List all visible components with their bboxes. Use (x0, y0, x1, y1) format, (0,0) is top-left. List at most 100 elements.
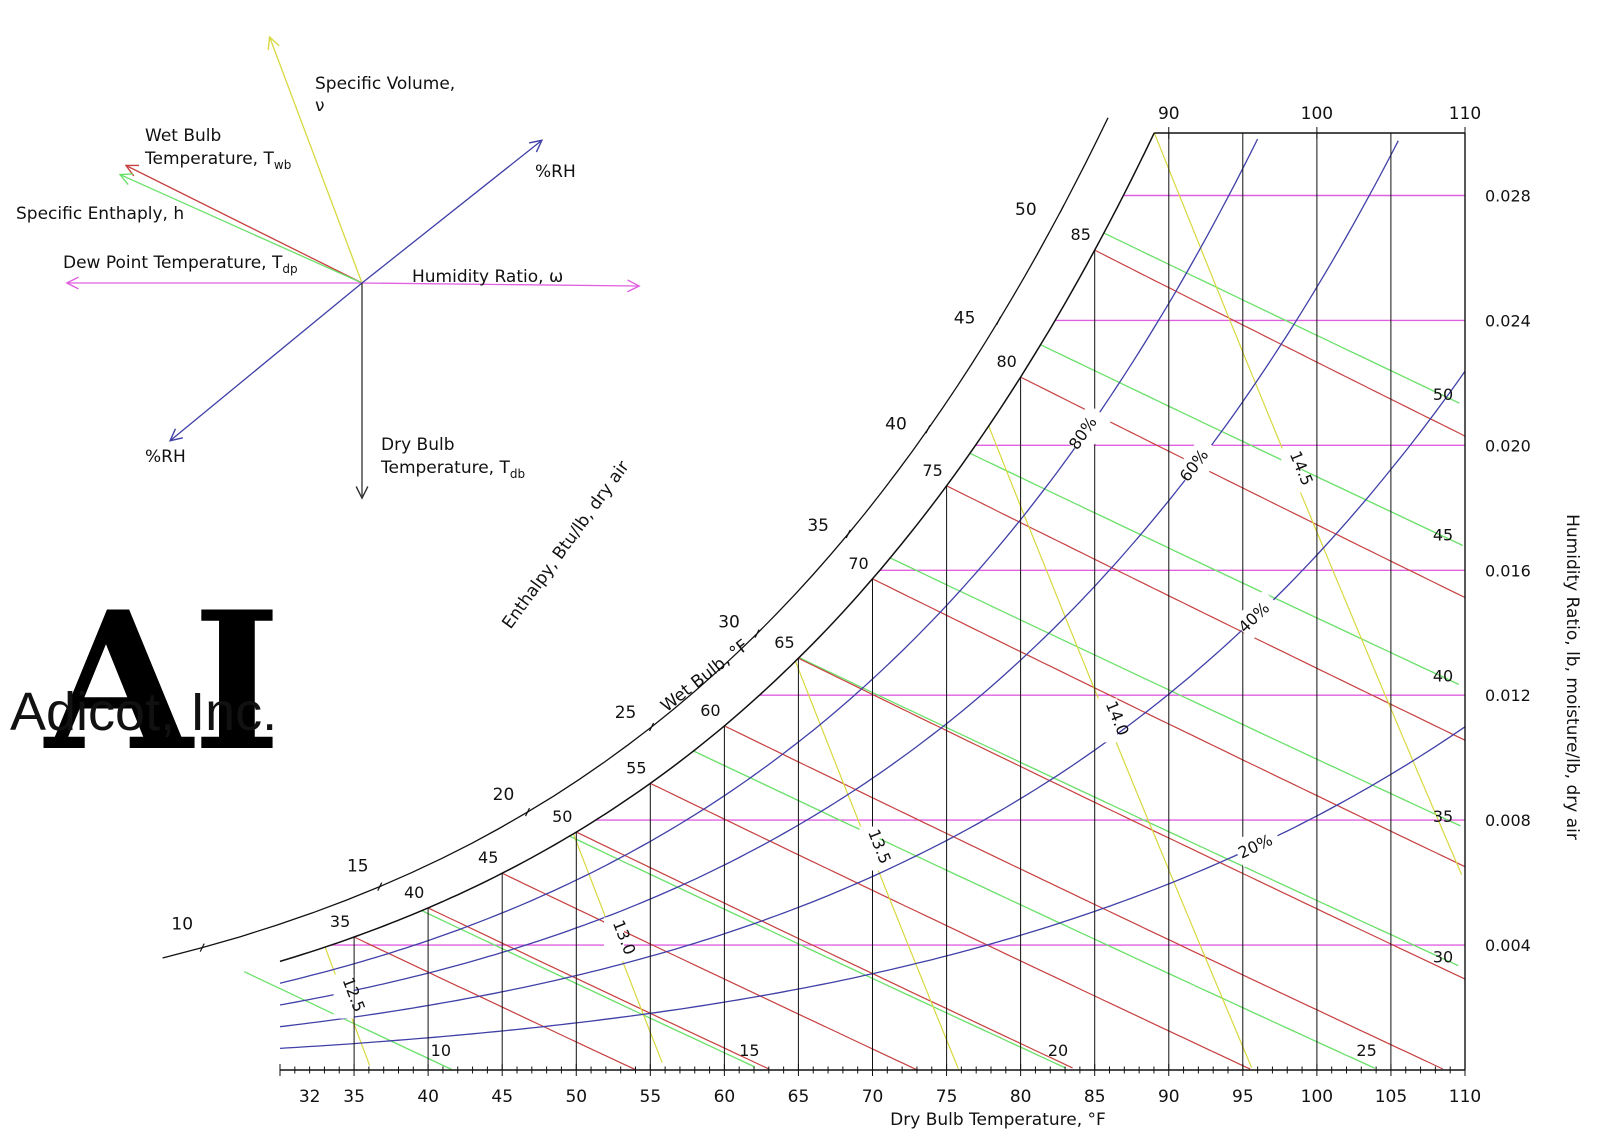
legend-rh-bottom-label: %RH (145, 447, 186, 467)
y-tick-label: 0.028 (1485, 186, 1531, 205)
legend-wet-bulb-arrow (127, 166, 363, 284)
enthalpy-end-label: 30 (1433, 948, 1453, 967)
enthalpy-line (693, 750, 1376, 1069)
legend-enthalpy-arrow (121, 175, 363, 284)
x-tick-label: 85 (1084, 1087, 1106, 1107)
rh-curve (279, 138, 1259, 984)
enthalpy-scale-label: 45 (954, 309, 976, 329)
chart-labels: 0.004 0.008 0.012 0.016 0.020 0.024 0.028 10 15 2… (171, 104, 1530, 1107)
rh-label-bg (1173, 436, 1223, 489)
wet-bulb-label: 70 (848, 554, 868, 573)
wet-bulb-label: 35 (330, 912, 350, 931)
legend-enthalpy-label: Specific Enthaply, h (16, 204, 184, 224)
y-axis-title: Humidity Ratio, lb, moisture/lb, dry air (1562, 514, 1582, 840)
enthalpy-axis-title: Enthalpy, Btu/lb, dry air (498, 457, 633, 632)
rh-label-bg (1231, 823, 1284, 868)
humidity-ratio-lines (331, 194, 1465, 946)
legend-diagram: Specific Volume, ν Wet Bulb Temperature,… (16, 38, 638, 497)
enthalpy-end-label: 40 (1433, 666, 1453, 685)
enthalpy-line (969, 452, 1460, 685)
company-logo: AI Adicot, Inc. (10, 570, 281, 793)
specific-volume-label-bg (859, 826, 880, 871)
x-tick-label: 40 (417, 1087, 439, 1107)
legend-wet-bulb-temp-label: Temperature, Twb (144, 149, 291, 172)
top-tick-label: 100 (1301, 104, 1333, 124)
enthalpy-line (1040, 344, 1464, 547)
wet-bulb-line (501, 872, 918, 1071)
enthalpy-line (243, 971, 452, 1070)
x-tick-label: 60 (714, 1087, 736, 1107)
enthalpy-scale-label: 25 (615, 703, 637, 723)
y-tick-label: 0.008 (1485, 811, 1531, 830)
wet-bulb-label: 60 (700, 701, 720, 720)
x-tick-label: 105 (1375, 1087, 1407, 1107)
x-tick-label: 32 (299, 1087, 321, 1107)
x-tick-label: 80 (1010, 1087, 1032, 1107)
wet-bulb-line (724, 725, 1444, 1070)
wet-bulb-line (650, 782, 1251, 1070)
specific-volume-line (988, 425, 1253, 1068)
enthalpy-end-label: 20 (1048, 1041, 1068, 1060)
rh-label-bg (1063, 404, 1112, 457)
wet-bulb-label: 65 (774, 633, 794, 652)
logo-company-name: Adicot, Inc. (10, 682, 277, 742)
chart-frame (162, 117, 1466, 1076)
enthalpy-line (889, 557, 1461, 827)
enthalpy-end-label: 45 (1433, 526, 1453, 545)
legend-dry-bulb-temp-label: Temperature, Tdb (380, 458, 525, 481)
logo-letters: AI (43, 570, 281, 793)
enthalpy-end-label: 25 (1356, 1041, 1376, 1060)
enthalpy-scale-label: 10 (171, 915, 193, 935)
top-tick-label: 90 (1158, 104, 1180, 124)
enthalpy-line (569, 835, 1066, 1069)
specific-volume-label-bg (1097, 698, 1118, 743)
legend-rh-top-label: %RH (535, 162, 576, 182)
enthalpy-lines (243, 232, 1464, 1070)
enthalpy-line (798, 657, 1459, 967)
x-tick-label: 90 (1158, 1087, 1180, 1107)
legend-specific-volume-arrow (270, 38, 363, 284)
x-tick-label: 35 (343, 1087, 365, 1107)
enthalpy-scale-label: 30 (718, 613, 740, 633)
x-axis-title: Dry Bulb Temperature, °F (890, 1110, 1106, 1130)
legend-humidity-ratio-arrow (361, 283, 638, 286)
wet-bulb-line (576, 831, 1073, 1069)
legend-humidity-ratio-label: Humidity Ratio, ω (412, 267, 563, 287)
y-tick-label: 0.004 (1485, 936, 1531, 955)
y-tick-label: 0.012 (1485, 686, 1531, 705)
legend-specific-volume-symbol: ν (315, 96, 325, 116)
wet-bulb-line (1094, 249, 1466, 437)
y-tick-label: 0.016 (1485, 561, 1531, 580)
legend-rh-down-arrow (171, 282, 363, 440)
enthalpy-end-label: 50 (1433, 385, 1453, 404)
legend-dew-point-label: Dew Point Temperature, Tdp (63, 253, 298, 276)
wet-bulb-line (427, 907, 770, 1070)
enthalpy-line (421, 910, 756, 1068)
x-tick-label: 65 (788, 1087, 810, 1107)
enthalpy-scale-line (162, 117, 1109, 959)
specific-volume-label-bg (604, 917, 625, 962)
legend-specific-volume-label: Specific Volume, (315, 74, 455, 94)
dry-bulb-lines (353, 133, 1466, 1070)
enthalpy-scale-label: 40 (885, 414, 907, 434)
saturation-curve (279, 132, 1155, 963)
top-tick-label: 110 (1449, 104, 1481, 124)
enthalpy-end-label: 10 (431, 1041, 451, 1060)
enthalpy-line (1103, 232, 1460, 404)
wet-bulb-label: 45 (478, 848, 498, 867)
x-tick-label: 95 (1232, 1087, 1254, 1107)
enthalpy-scale-label: 20 (493, 785, 515, 805)
enthalpy-end-label: 35 (1433, 807, 1453, 826)
y-tick-label: 0.024 (1485, 311, 1531, 330)
enthalpy-scale-label: 50 (1015, 200, 1037, 220)
wet-bulb-label: 75 (922, 461, 942, 480)
enthalpy-scale-label: 15 (347, 857, 369, 877)
wet-bulb-line (798, 657, 1466, 980)
x-tick-label: 55 (639, 1087, 661, 1107)
wet-bulb-label: 80 (996, 352, 1016, 371)
specific-volume-label-bg (333, 974, 354, 1019)
enthalpy-end-label: 15 (739, 1041, 759, 1060)
x-tick-label: 75 (936, 1087, 958, 1107)
wet-bulb-line (353, 936, 636, 1071)
